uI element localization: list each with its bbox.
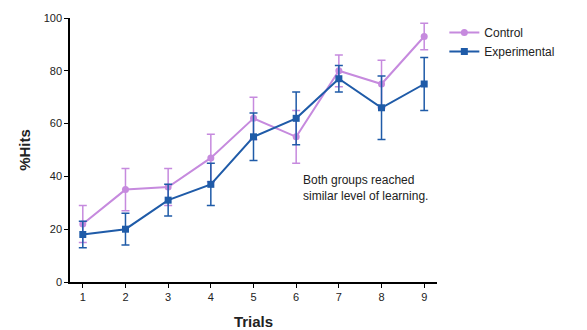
svg-text:6: 6 [293, 291, 299, 303]
svg-text:20: 20 [50, 223, 62, 235]
svg-text:2: 2 [122, 291, 128, 303]
svg-text:Control: Control [484, 26, 523, 40]
svg-text:60: 60 [50, 117, 62, 129]
svg-text:8: 8 [378, 291, 384, 303]
svg-text:Experimental: Experimental [484, 45, 554, 59]
svg-text:9: 9 [421, 291, 427, 303]
svg-text:3: 3 [165, 291, 171, 303]
svg-text:40: 40 [50, 170, 62, 182]
svg-text:Trials: Trials [234, 313, 273, 330]
svg-text:Both groups reachedsimilar lev: Both groups reachedsimilar level of lear… [303, 173, 428, 203]
svg-text:5: 5 [250, 291, 256, 303]
svg-text:0: 0 [56, 276, 62, 288]
svg-text:1: 1 [80, 291, 86, 303]
svg-text:100: 100 [44, 12, 62, 24]
svg-text:4: 4 [208, 291, 214, 303]
svg-text:%Hits: %Hits [16, 129, 33, 171]
svg-text:7: 7 [336, 291, 342, 303]
svg-text:80: 80 [50, 65, 62, 77]
